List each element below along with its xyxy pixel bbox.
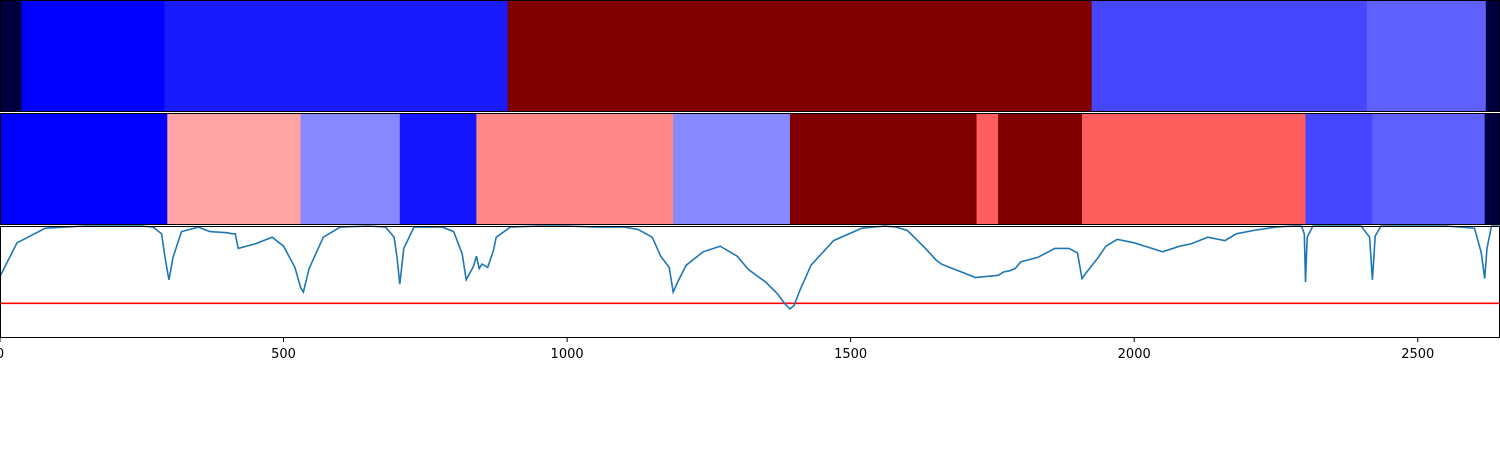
heatmap-cell-2-11 [1305,113,1373,225]
heatmap-cell-2-13 [1484,113,1500,225]
line-panel [0,225,1500,338]
heatmap-cell-2-1 [0,113,168,225]
heatmap-cell-1-2 [21,0,165,112]
heatmap-cell-2-5 [476,113,674,225]
heatmap-cell-2-6 [673,113,791,225]
heatmap-cell-1-3 [164,0,509,112]
heatmap-cell-2-12 [1372,113,1486,225]
heatmap-row-1 [0,0,1500,112]
heatmap-cell-2-3 [300,113,401,225]
heatmap-cell-2-9 [998,113,1083,225]
x-tick-label-500: 500 [271,347,296,362]
heatmap-cell-2-4 [399,113,477,225]
heatmap-cell-2-8 [976,113,999,225]
heatmap-cell-1-6 [1366,0,1487,112]
heatmap-cell-1-1 [0,0,23,112]
heatmap-cell-2-7 [789,113,978,225]
series-line [0,225,1500,310]
x-tick-label-0: 0 [0,347,4,362]
line-panel-background [0,226,1500,338]
heatmap-cell-2-10 [1082,113,1306,225]
x-tick-label-1000: 1000 [551,347,584,362]
heatmap-cell-1-4 [507,0,1093,112]
heatmap-cell-1-7 [1485,0,1500,112]
heatmap-cell-2-2 [167,113,302,225]
heatmap-row-2 [0,113,1500,225]
x-tick-label-2500: 2500 [1401,347,1434,362]
x-tick-label-1500: 1500 [834,347,867,362]
heatmap-cell-1-5 [1091,0,1368,112]
x-tick-label-2000: 2000 [1118,347,1151,362]
x-axis: 0 500 1000 1500 2000 2500 [0,338,1434,362]
